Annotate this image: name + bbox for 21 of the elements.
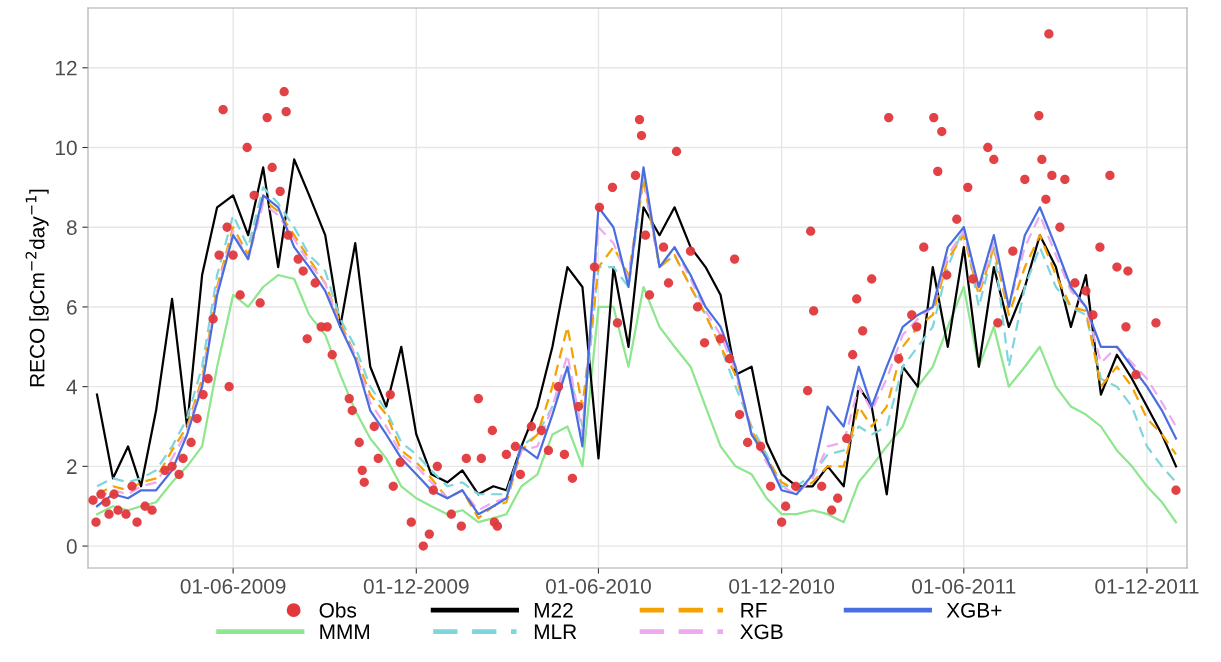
y-tick-label: 2 bbox=[67, 459, 77, 474]
legend-label: MMM bbox=[320, 624, 369, 639]
x-tick-label: 01-12-2011 bbox=[1095, 578, 1199, 594]
legend-label: Obs bbox=[319, 602, 357, 618]
x-tick-label: 01-06-2011 bbox=[912, 578, 1016, 594]
x-tick-label: 01-06-2010 bbox=[546, 578, 651, 594]
legend-label: M22 bbox=[534, 602, 573, 618]
legend-label: XGB+ bbox=[946, 602, 1002, 618]
y-tick-label: 12 bbox=[56, 60, 77, 76]
y-tick-label: 0 bbox=[66, 539, 77, 554]
y-tick-label: 10 bbox=[56, 140, 77, 156]
legend-label: MLR bbox=[534, 624, 577, 639]
x-tick-label: 01-12-2010 bbox=[729, 578, 835, 594]
y-tick-label: 6 bbox=[67, 299, 77, 315]
y-tick-label: 4 bbox=[66, 379, 77, 395]
x-tick-label: 01-12-2009 bbox=[363, 578, 469, 594]
y-axis-title: RECO [gCm$^{−2}$day$^{−1}$] bbox=[25, 189, 49, 387]
legend-label: RF bbox=[741, 603, 767, 618]
x-tick-label: 01-06-2009 bbox=[180, 578, 286, 594]
y-tick-label: 8 bbox=[66, 220, 77, 235]
legend-label: XGB bbox=[740, 624, 783, 640]
